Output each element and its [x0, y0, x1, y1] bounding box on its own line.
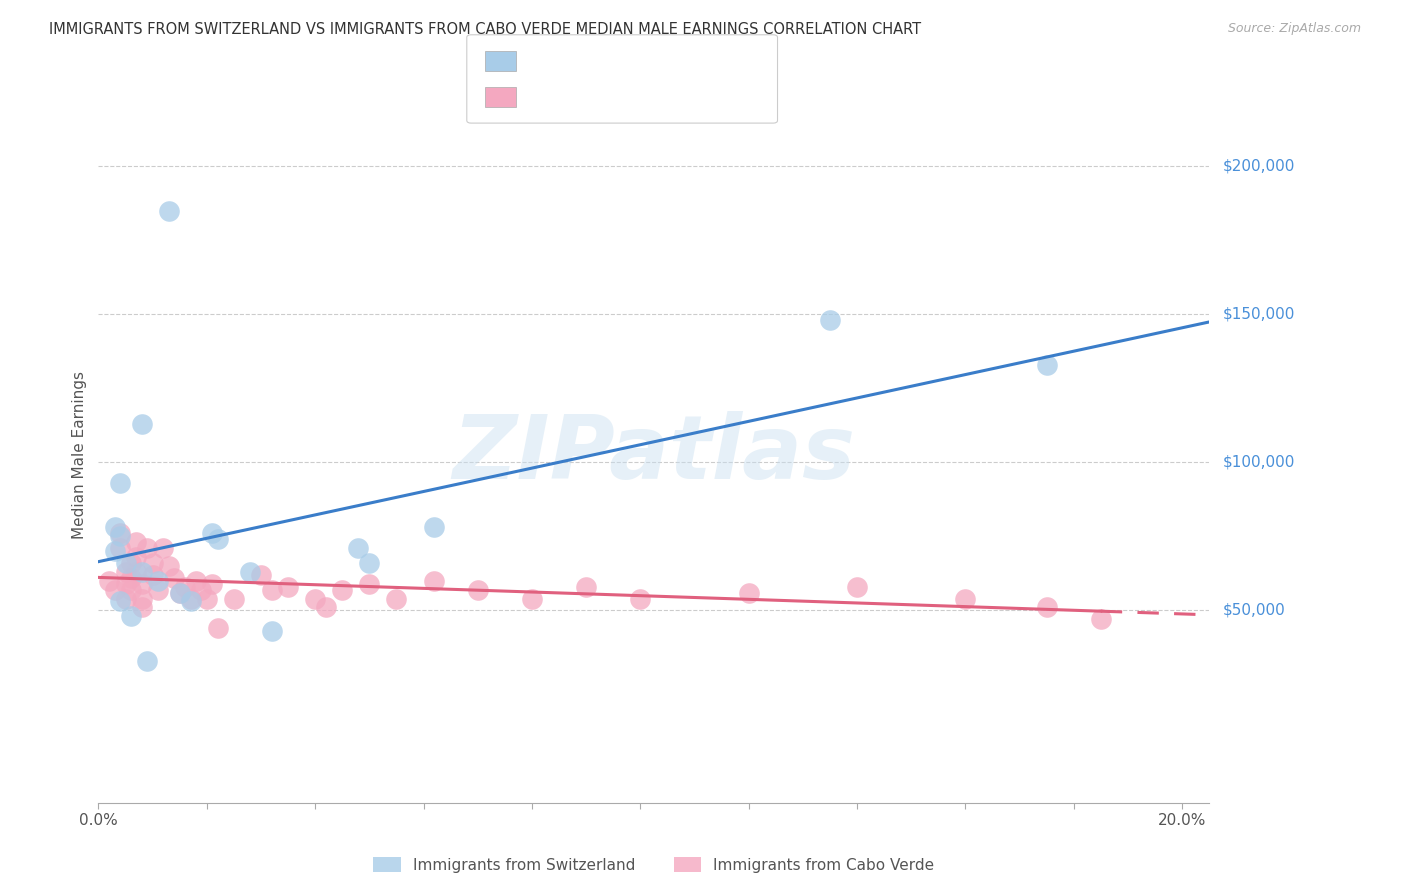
Point: [131, 417, 153, 431]
Point: [131, 565, 153, 579]
Point: [628, 591, 651, 606]
Point: [846, 580, 869, 594]
Point: [385, 591, 408, 606]
Point: [131, 600, 153, 615]
Point: [142, 567, 165, 582]
Point: [260, 624, 283, 638]
Point: [520, 591, 543, 606]
Point: [423, 520, 446, 534]
Point: [737, 585, 759, 599]
Point: [239, 565, 262, 579]
Point: [347, 541, 370, 556]
Point: [575, 580, 598, 594]
Point: [120, 556, 142, 570]
Point: [108, 541, 131, 556]
Point: [120, 609, 142, 624]
Point: [222, 591, 245, 606]
Point: [174, 580, 197, 594]
Point: [207, 621, 229, 635]
Point: [108, 529, 131, 543]
Text: N =: N =: [644, 90, 688, 104]
Point: [304, 591, 326, 606]
Point: [125, 565, 148, 579]
Point: [1035, 600, 1057, 615]
Point: [125, 535, 148, 549]
Text: -0.276: -0.276: [574, 88, 633, 106]
Point: [169, 585, 191, 599]
Point: [114, 556, 136, 570]
Point: [315, 600, 337, 615]
Point: [180, 591, 202, 606]
Text: $150,000: $150,000: [1223, 307, 1295, 322]
Point: [114, 565, 136, 579]
Point: [955, 591, 977, 606]
Point: [201, 526, 224, 541]
Point: [190, 582, 212, 597]
Point: [125, 550, 148, 565]
Point: [131, 591, 153, 606]
Point: [136, 654, 159, 668]
Point: [359, 556, 381, 570]
Point: [114, 576, 136, 591]
Point: [818, 313, 841, 327]
Text: 50: 50: [693, 88, 716, 106]
Point: [157, 203, 180, 218]
Text: Source: ZipAtlas.com: Source: ZipAtlas.com: [1227, 22, 1361, 36]
Point: [330, 582, 353, 597]
Point: [104, 544, 127, 558]
Point: [423, 574, 446, 588]
Point: [108, 594, 131, 608]
Text: R =: R =: [527, 90, 561, 104]
Point: [277, 580, 299, 594]
Point: [142, 556, 165, 570]
Point: [146, 582, 169, 597]
Point: [1090, 612, 1112, 626]
Point: [201, 576, 224, 591]
Point: [169, 585, 191, 599]
Point: [136, 541, 159, 556]
Point: [1035, 358, 1057, 372]
Legend: Immigrants from Switzerland, Immigrants from Cabo Verde: Immigrants from Switzerland, Immigrants …: [367, 850, 941, 879]
Text: IMMIGRANTS FROM SWITZERLAND VS IMMIGRANTS FROM CABO VERDE MEDIAN MALE EARNINGS C: IMMIGRANTS FROM SWITZERLAND VS IMMIGRANT…: [49, 22, 921, 37]
Text: 0.305: 0.305: [581, 52, 633, 70]
Point: [131, 576, 153, 591]
Text: N =: N =: [644, 54, 688, 68]
Text: $100,000: $100,000: [1223, 455, 1295, 470]
Point: [180, 594, 202, 608]
Text: $200,000: $200,000: [1223, 159, 1295, 174]
Point: [108, 476, 131, 491]
Point: [359, 576, 381, 591]
Text: R =: R =: [527, 54, 565, 68]
Point: [104, 582, 127, 597]
Point: [104, 520, 127, 534]
Point: [163, 571, 186, 585]
Point: [152, 541, 174, 556]
Point: [467, 582, 489, 597]
Point: [114, 591, 136, 606]
Text: 23: 23: [693, 52, 717, 70]
Point: [195, 591, 218, 606]
Point: [120, 582, 142, 597]
Point: [146, 574, 169, 588]
Point: [207, 533, 229, 547]
Point: [108, 526, 131, 541]
Y-axis label: Median Male Earnings: Median Male Earnings: [72, 371, 87, 539]
Point: [98, 574, 121, 588]
Point: [184, 574, 207, 588]
Point: [260, 582, 283, 597]
Point: [157, 558, 180, 573]
Text: ZIPatlas: ZIPatlas: [453, 411, 855, 499]
Text: $50,000: $50,000: [1223, 603, 1286, 618]
Point: [250, 567, 273, 582]
Point: [120, 571, 142, 585]
